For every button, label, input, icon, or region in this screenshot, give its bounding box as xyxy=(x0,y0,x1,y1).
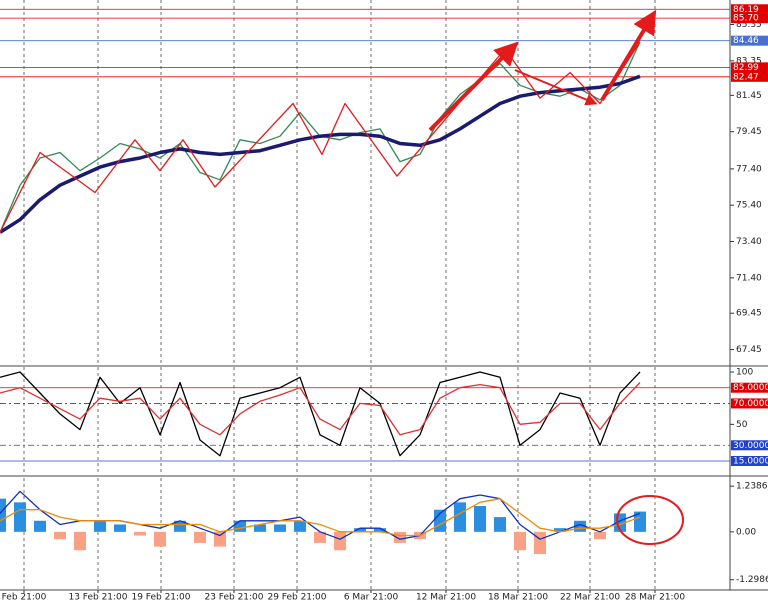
histogram-bar xyxy=(634,511,646,532)
histogram-bar xyxy=(274,524,286,532)
histogram-bar xyxy=(334,531,346,551)
arrow xyxy=(600,9,657,102)
y-tick-label: 85.35 xyxy=(736,20,762,30)
x-tick-label: 29 Feb 21:00 xyxy=(267,593,326,603)
histogram-bar xyxy=(294,520,306,532)
level-label: 84.46 xyxy=(733,36,759,46)
histogram-bar xyxy=(134,531,146,536)
level-label: 82.47 xyxy=(733,72,759,82)
highlight-circle xyxy=(616,495,684,545)
histogram-bar xyxy=(474,506,486,532)
y-tick-label: 100 xyxy=(736,368,753,378)
x-tick-label: 18 Mar 21:00 xyxy=(488,593,548,603)
series-line xyxy=(0,74,641,234)
histogram-bar xyxy=(34,520,46,532)
x-tick-label: 6 Mar 21:00 xyxy=(344,593,399,603)
histogram-bar xyxy=(514,531,526,551)
histogram-bar xyxy=(194,531,206,543)
level-label-box xyxy=(731,35,768,46)
level-label: 85.0000 xyxy=(733,383,768,393)
x-tick-label: 13 Feb 21:00 xyxy=(68,593,127,603)
histogram-bar xyxy=(154,531,166,547)
level-label-box xyxy=(731,71,768,82)
x-tick-label: Feb 21:00 xyxy=(2,593,47,603)
histogram-bar xyxy=(0,498,6,532)
level-label-box xyxy=(731,455,768,466)
y-tick-label: 67.45 xyxy=(736,345,762,355)
x-tick-label: 12 Mar 21:00 xyxy=(416,593,476,603)
histogram-bar xyxy=(174,520,186,532)
histogram-bar xyxy=(374,528,386,532)
histogram-bar xyxy=(74,531,86,551)
y-tick-label: 50 xyxy=(736,420,748,430)
histogram-bar xyxy=(574,520,586,532)
series-line xyxy=(0,41,641,233)
histogram-bar xyxy=(54,531,66,540)
y-tick-label: 73.40 xyxy=(736,237,762,247)
arrow xyxy=(428,41,519,132)
histogram-bar xyxy=(354,528,366,532)
level-label: 85.70 xyxy=(733,14,759,24)
histogram-bar xyxy=(454,502,466,532)
y-tick-label: 1.2386 xyxy=(736,482,768,492)
y-tick-label: 83.35 xyxy=(736,56,762,66)
x-tick-label: 19 Feb 21:00 xyxy=(131,593,190,603)
level-label: 82.99 xyxy=(733,63,759,73)
level-label-box xyxy=(731,62,768,73)
x-tick-label: 22 Mar 21:00 xyxy=(560,593,620,603)
histogram-bar xyxy=(114,524,126,532)
histogram-bar xyxy=(214,531,226,547)
y-tick-label: 71.40 xyxy=(736,273,762,283)
histogram-bar xyxy=(494,517,506,532)
histogram-bar xyxy=(14,502,26,532)
histogram-bar xyxy=(94,520,106,532)
level-label: 15.0000 xyxy=(733,456,768,466)
histogram-bar xyxy=(394,531,406,543)
y-tick-label: 75.40 xyxy=(736,201,762,211)
level-label: 86.19 xyxy=(733,5,759,15)
series-line xyxy=(0,382,641,436)
histogram-bar xyxy=(234,520,246,532)
histogram-bar xyxy=(554,528,566,532)
level-label-box xyxy=(731,13,768,24)
y-tick-label: 0.00 xyxy=(736,527,756,537)
y-tick-label: -1.2986 xyxy=(736,575,768,585)
histogram-bar xyxy=(534,531,546,554)
x-tick-label: 28 Mar 21:00 xyxy=(625,593,685,603)
histogram-bar xyxy=(594,531,606,540)
y-tick-label: 77.40 xyxy=(736,164,762,174)
level-label: 70.0000 xyxy=(733,399,768,409)
level-label-box xyxy=(731,382,768,393)
histogram-bar xyxy=(314,531,326,543)
x-tick-label: 23 Feb 21:00 xyxy=(204,593,263,603)
level-label: 30.0000 xyxy=(733,441,768,451)
level-label-box xyxy=(731,440,768,451)
level-label-box xyxy=(731,4,768,15)
series-line xyxy=(0,371,641,457)
arrow xyxy=(514,69,598,106)
y-tick-label: 81.45 xyxy=(736,91,762,101)
series-line xyxy=(0,498,641,537)
level-label-box xyxy=(731,398,768,409)
y-tick-label: 79.45 xyxy=(736,127,762,137)
y-tick-label: 69.45 xyxy=(736,309,762,319)
histogram-bar xyxy=(254,524,266,532)
